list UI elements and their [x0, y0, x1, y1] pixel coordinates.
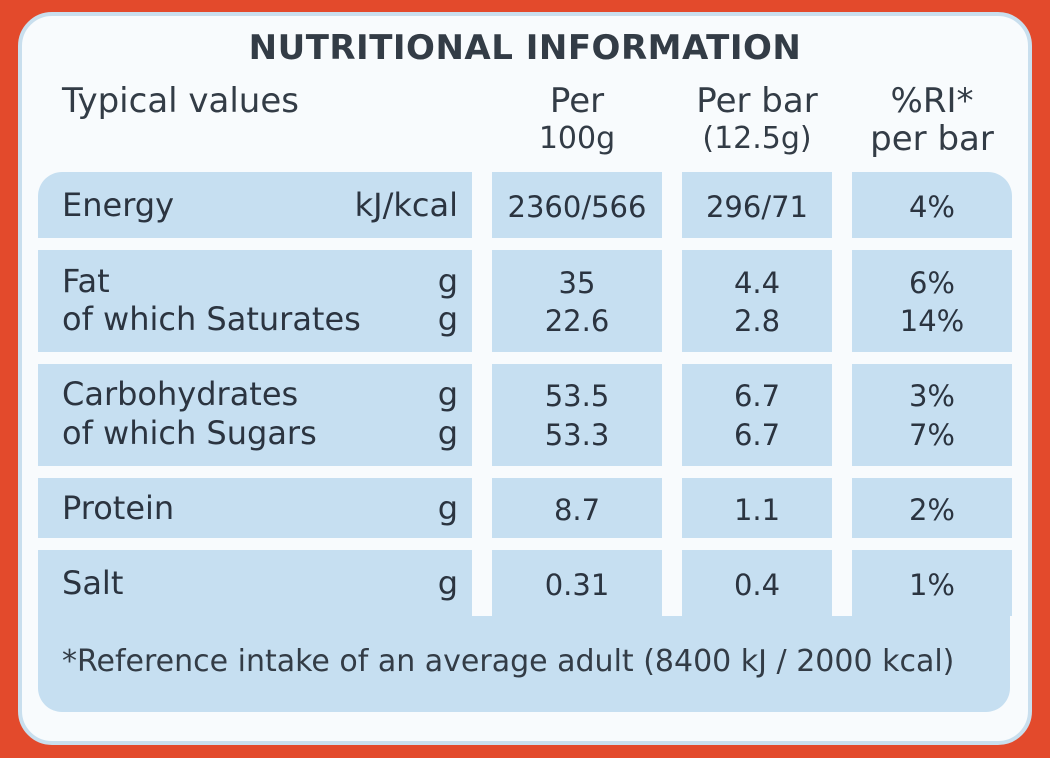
row-salt-perbar: 0.4: [733, 568, 781, 602]
row-energy-label: Energy: [62, 186, 175, 224]
band: [682, 172, 832, 238]
row-carbohydrates-ri: 3%: [908, 379, 955, 413]
band: [852, 364, 1012, 466]
band: [492, 172, 662, 238]
row-energy-per100: 2360/566: [507, 190, 647, 224]
header-per-bar: Per bar (12.5g): [682, 82, 832, 158]
row-fat-unit: g: [437, 262, 458, 300]
row-sugars-unit: g: [437, 414, 458, 452]
row-carbohydrates-unit: g: [437, 375, 458, 413]
row-fat-ri: 6%: [908, 266, 955, 300]
row-saturates-unit: g: [437, 300, 458, 338]
row-protein-label: Protein: [62, 489, 175, 527]
band: [682, 478, 832, 538]
row-protein-unit: g: [437, 489, 458, 527]
band: [852, 550, 1012, 616]
header-per-bar-line1: Per bar: [696, 81, 818, 121]
header-per-100g-line2: 100g: [538, 121, 616, 156]
band: [852, 250, 1012, 352]
band: [38, 478, 472, 538]
row-fat-label: Fat: [62, 262, 110, 300]
row-protein-ri: 2%: [908, 493, 955, 527]
row-energy-unit: kJ/kcal: [354, 186, 458, 224]
row-carbohydrates-perbar: 6.7: [733, 379, 781, 413]
header-per-100g: Per 100g: [492, 82, 662, 158]
row-energy-perbar: 296/71: [705, 190, 809, 224]
row-salt-per100: 0.31: [544, 568, 610, 602]
band: [38, 250, 472, 352]
band: [38, 172, 472, 238]
table-title: NUTRITIONAL INFORMATION: [248, 28, 802, 68]
row-salt-label: Salt: [62, 564, 124, 602]
header-per-100g-line1: Per: [549, 81, 605, 121]
row-saturates-perbar: 2.8: [733, 304, 781, 338]
row-salt-unit: g: [437, 564, 458, 602]
band: [492, 550, 662, 616]
row-saturates-label: of which Saturates: [62, 300, 361, 338]
row-carbohydrates-per100: 53.5: [544, 379, 610, 413]
band: [492, 478, 662, 538]
row-fat-per100: 35: [558, 266, 596, 300]
band: [38, 550, 472, 616]
row-saturates-per100: 22.6: [544, 304, 610, 338]
row-sugars-perbar: 6.7: [733, 418, 781, 452]
band: [492, 250, 662, 352]
band: [682, 250, 832, 352]
row-sugars-label: of which Sugars: [62, 414, 317, 452]
band: [38, 364, 472, 466]
row-carbohydrates-label: Carbohydrates: [62, 375, 299, 413]
header-ri-line2: per bar: [870, 119, 994, 159]
band: [492, 364, 662, 466]
header-ri: %RI* per bar: [852, 82, 1012, 158]
footnote: *Reference intake of an average adult (8…: [62, 644, 955, 679]
row-energy-ri: 4%: [908, 190, 955, 224]
header-per-bar-line2: (12.5g): [702, 121, 812, 156]
band: [852, 172, 1012, 238]
row-protein-perbar: 1.1: [733, 493, 781, 527]
band: [682, 364, 832, 466]
row-saturates-ri: 14%: [899, 304, 965, 338]
row-sugars-per100: 53.3: [544, 418, 610, 452]
header-ri-line1: %RI*: [890, 81, 974, 121]
header-typical-values: Typical values: [62, 81, 299, 121]
band: [682, 550, 832, 616]
row-salt-ri: 1%: [908, 568, 955, 602]
row-protein-per100: 8.7: [553, 493, 601, 527]
row-fat-perbar: 4.4: [733, 266, 781, 300]
footnote-band: [38, 616, 1010, 712]
band: [852, 478, 1012, 538]
row-sugars-ri: 7%: [908, 418, 955, 452]
